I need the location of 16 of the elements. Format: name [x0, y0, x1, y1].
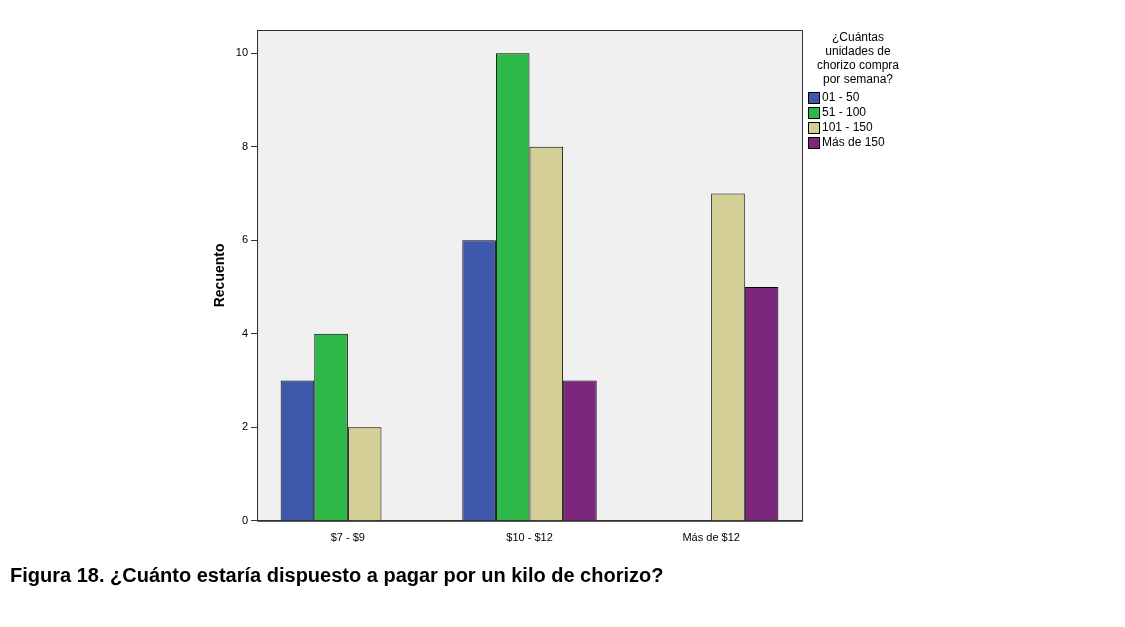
y-tick-label: 8 — [241, 139, 249, 152]
y-tick-label: 6 — [241, 233, 249, 246]
text: Figura 18. ¿Cuánto estaría dispuesto a pagar por un kilo de chorizo? — [10, 564, 665, 587]
x-tick-label: $7 - $9 — [330, 531, 365, 544]
legend-label: 101 - 150 — [822, 120, 873, 135]
x-tick-label: Más de $12 — [682, 531, 740, 544]
legend-label: 01 - 50 — [822, 90, 860, 105]
legend-title: ¿Cuántas unidades de chorizo compra por semana? — [816, 30, 900, 86]
legend-label: Más de 150 — [822, 135, 885, 150]
x-tick-label: $10 - $12 — [506, 531, 553, 544]
y-tick-label: 4 — [241, 326, 249, 339]
legend-label: 51 - 100 — [822, 105, 867, 120]
y-tick-label: 10 — [235, 46, 249, 59]
y-tick-label: 0 — [241, 513, 249, 526]
y-axis-title: Recuento — [211, 243, 228, 308]
y-tick-label: 2 — [241, 420, 249, 433]
